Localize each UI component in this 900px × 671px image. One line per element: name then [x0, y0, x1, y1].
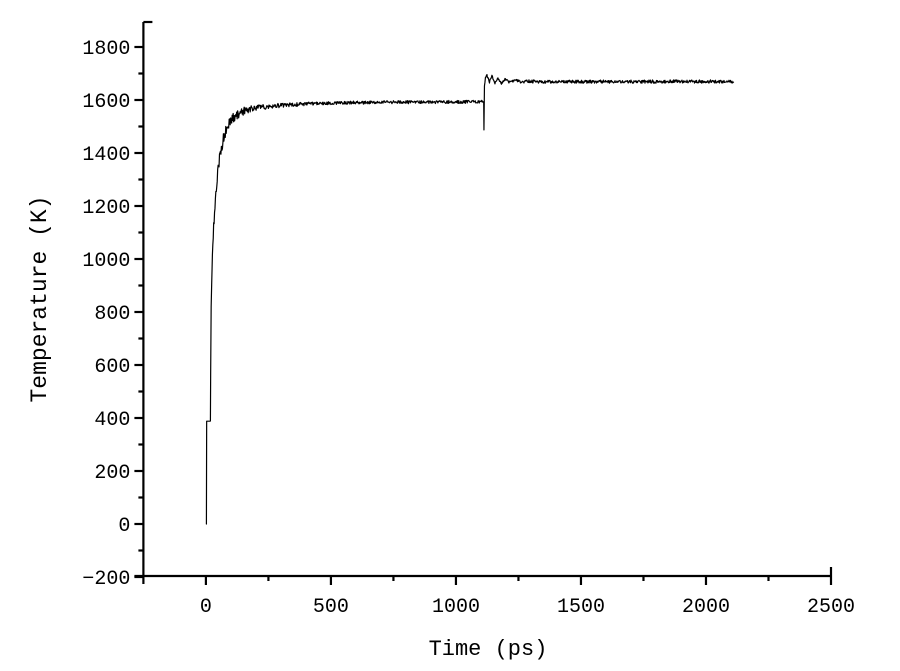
- x-tick-label: 1500: [557, 596, 605, 619]
- y-tick-label: 600: [94, 356, 130, 379]
- y-tick-label: 1800: [82, 38, 130, 61]
- x-tick-label: 2000: [682, 596, 730, 619]
- y-tick-label: 1000: [82, 250, 130, 273]
- y-tick-label: 800: [94, 303, 130, 326]
- y-tick-label: −200: [82, 568, 130, 591]
- axis-ticks: [134, 45, 833, 585]
- tick-labels: 0 500 1000 1500 2000 2500 −200 0 200 400 600 800 100…: [82, 38, 855, 619]
- series: [205, 73, 735, 525]
- x-tick-label: 0: [200, 596, 212, 619]
- y-tick-label: 0: [118, 515, 130, 538]
- x-tick-label: 2500: [807, 596, 855, 619]
- x-axis-title: Time (ps): [429, 637, 548, 662]
- y-tick-label: 200: [94, 462, 130, 485]
- y-tick-label: 1600: [82, 91, 130, 114]
- y-axis-title: Temperature (K): [27, 195, 53, 402]
- y-tick-label: 400: [94, 409, 130, 432]
- temperature-series-line: [205, 73, 735, 525]
- x-tick-label: 500: [313, 596, 349, 619]
- y-tick-label: 1400: [82, 144, 130, 167]
- axes: [134, 20, 833, 584]
- y-tick-label: 1200: [82, 197, 130, 220]
- x-tick-label: 1000: [432, 596, 480, 619]
